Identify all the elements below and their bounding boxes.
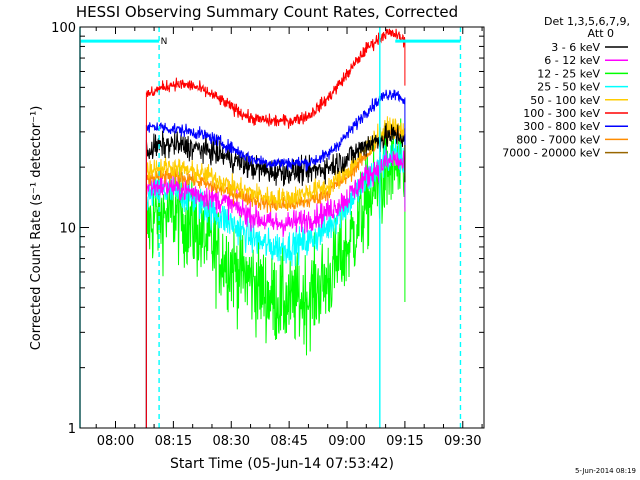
legend-entry-label: 12 - 25 keV <box>537 67 600 80</box>
x-tick-label: 09:30 <box>444 434 481 449</box>
footer-timestamp: 5-Jun-2014 08:19 <box>575 467 636 475</box>
y-axis-label: Corrected Count Rate (s⁻¹ detector⁻¹) <box>29 106 44 351</box>
y-tick-label: 1 <box>68 422 76 437</box>
x-axis: 08:00 08:15 08:30 08:45 09:00 09:15 09:30 <box>95 27 483 449</box>
y-axis: 1 10 100 <box>51 21 484 437</box>
legend-entry-label: 50 - 100 keV <box>530 94 600 107</box>
legend-entry-label: 300 - 800 keV <box>523 120 600 133</box>
x-tick-label: 08:30 <box>213 434 250 449</box>
series-layer <box>145 28 406 428</box>
legend-entry-label: 25 - 50 keV <box>537 81 600 94</box>
x-tick-label: 09:00 <box>328 434 365 449</box>
legend-entry-label: 7000 - 20000 keV <box>502 147 600 160</box>
series-line <box>145 125 406 428</box>
y-tick-label: 100 <box>51 21 76 36</box>
y-tick-label: 10 <box>59 222 76 237</box>
legend-entry-label: 6 - 12 keV <box>544 54 600 67</box>
night-annotation: N <box>161 37 168 47</box>
x-tick-label: 09:15 <box>386 434 423 449</box>
chart-title: HESSI Observing Summary Count Rates, Cor… <box>76 3 458 21</box>
series-line <box>145 89 406 428</box>
legend-header: Det 1,3,5,6,7,9, <box>544 15 630 28</box>
series-line <box>145 118 406 428</box>
series-line <box>145 28 406 428</box>
legend-header-att: Att 0 <box>588 27 614 40</box>
x-tick-label: 08:00 <box>97 434 134 449</box>
x-tick-label: 08:15 <box>155 434 192 449</box>
legend-entry-label: 100 - 300 keV <box>523 107 600 120</box>
legend-entry-label: 800 - 7000 keV <box>516 133 600 146</box>
series-line <box>145 150 406 428</box>
legend-entry-label: 3 - 6 keV <box>551 41 600 54</box>
x-axis-label: Start Time (05-Jun-14 07:53:42) <box>170 456 394 472</box>
x-tick-label: 08:45 <box>270 434 307 449</box>
